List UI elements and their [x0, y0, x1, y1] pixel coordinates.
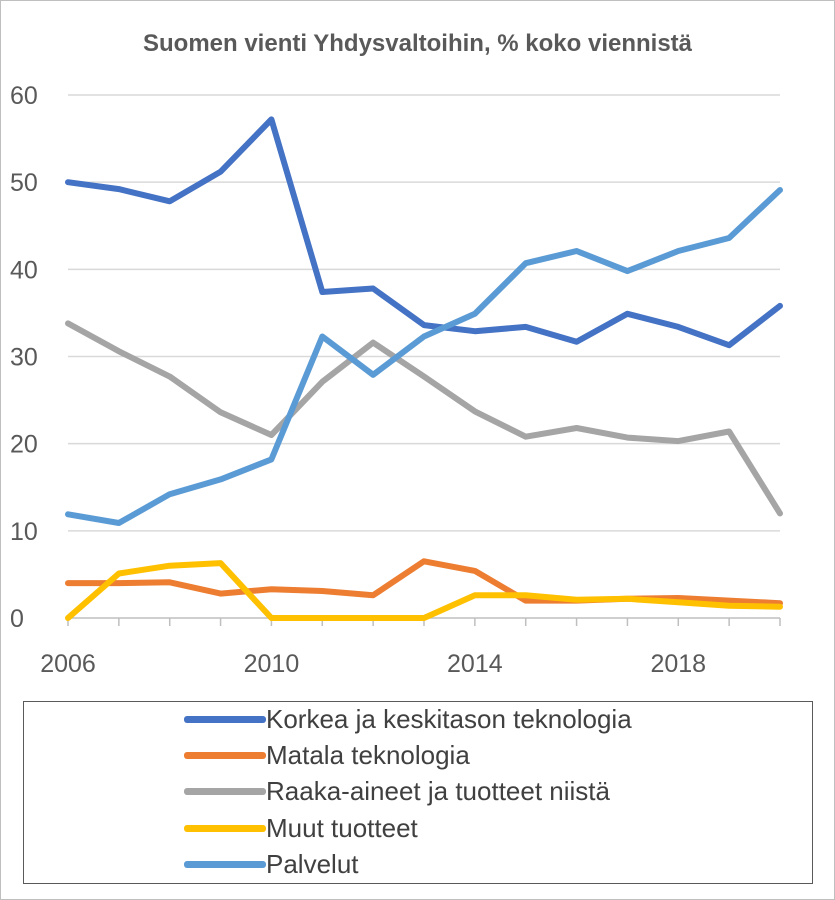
legend-item: Matala teknologia — [24, 737, 812, 773]
y-tick-label: 40 — [10, 256, 38, 284]
legend-item: Palvelut — [24, 846, 812, 882]
y-tick-label: 60 — [10, 82, 38, 110]
legend-swatch — [184, 788, 266, 796]
legend-label: Raaka-aineet ja tuotteet niistä — [266, 776, 610, 807]
legend-item: Raaka-aineet ja tuotteet niistä — [24, 773, 812, 809]
x-tick-label: 2014 — [447, 650, 503, 678]
legend: Korkea ja keskitason teknologia Matala te… — [23, 701, 813, 884]
legend-label: Palvelut — [266, 848, 359, 879]
series-line-1 — [65, 116, 783, 349]
x-tick-label: 2010 — [244, 650, 300, 678]
y-tick-label: 30 — [10, 344, 38, 372]
x-tick-label: 2006 — [40, 650, 96, 678]
y-tick-label: 50 — [10, 169, 38, 197]
legend-item: Muut tuotteet — [24, 810, 812, 846]
legend-item: Korkea ja keskitason teknologia — [24, 701, 812, 737]
series-line-4 — [65, 560, 783, 621]
series-line-3 — [65, 320, 783, 517]
y-tick-label: 10 — [10, 518, 38, 546]
chart-title: Suomen vienti Yhdysvaltoihin, % koko vie… — [142, 30, 693, 57]
y-tick-label: 0 — [10, 605, 24, 633]
legend-swatch — [184, 860, 266, 868]
y-tick-label: 20 — [10, 431, 38, 459]
legend-label: Korkea ja keskitason teknologia — [266, 704, 632, 734]
legend-swatch — [184, 752, 266, 760]
legend-label: Muut tuotteet — [266, 812, 418, 843]
plot-area: 0 10 20 30 40 50 60 2006 2010 2014 2018 — [10, 82, 783, 678]
legend-swatch — [184, 824, 266, 832]
legend-swatch — [184, 716, 266, 723]
x-tick-label: 2018 — [650, 650, 706, 678]
series-line-5 — [65, 187, 783, 526]
legend-label: Matala teknologia — [266, 740, 470, 771]
